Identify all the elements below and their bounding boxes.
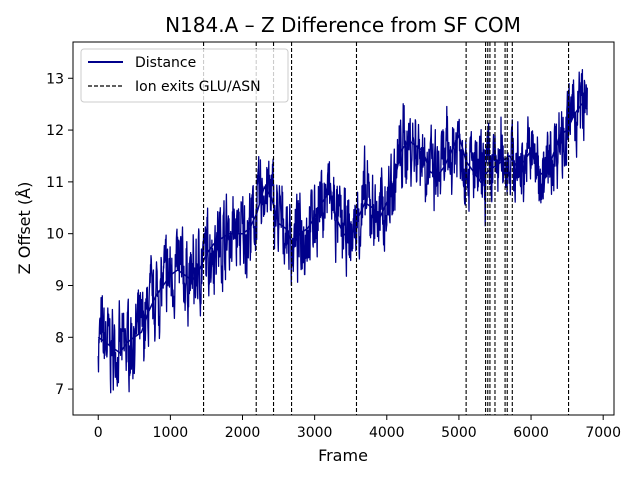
x-axis-label: Frame	[318, 446, 368, 465]
x-tick-label: 3000	[297, 425, 333, 441]
x-tick-label: 4000	[369, 425, 405, 441]
legend: Distance Ion exits GLU/ASN	[80, 48, 289, 103]
y-axis-label: Z Offset (Å)	[15, 182, 34, 275]
y-tick-label: 10	[46, 227, 64, 243]
series-line-distance	[97, 69, 588, 394]
x-tick-label: 6000	[513, 425, 549, 441]
legend-box	[80, 48, 289, 103]
y-tick-label: 8	[55, 330, 64, 346]
y-tick-label: 12	[46, 123, 64, 139]
chart-title: N184.A – Z Difference from SF COM	[165, 13, 521, 37]
x-tick-label: 5000	[441, 425, 477, 441]
x-tick-label: 7000	[585, 425, 621, 441]
legend-label-distance: Distance	[135, 55, 196, 71]
x-tick-label: 1000	[153, 425, 189, 441]
x-axis: 0 1000 2000 3000 4000 5000 6000 7000	[94, 415, 621, 441]
x-tick-label: 0	[94, 425, 103, 441]
y-tick-label: 13	[46, 71, 64, 87]
plot-area	[97, 42, 588, 415]
y-axis: 7 8 9 10 11 12 13	[46, 71, 73, 398]
legend-label-ion-exits: Ion exits GLU/ASN	[135, 79, 261, 95]
y-tick-label: 11	[46, 175, 64, 191]
x-tick-label: 2000	[225, 425, 261, 441]
y-tick-label: 9	[55, 278, 64, 294]
axes-frame	[72, 41, 615, 416]
y-tick-label: 7	[55, 382, 64, 398]
